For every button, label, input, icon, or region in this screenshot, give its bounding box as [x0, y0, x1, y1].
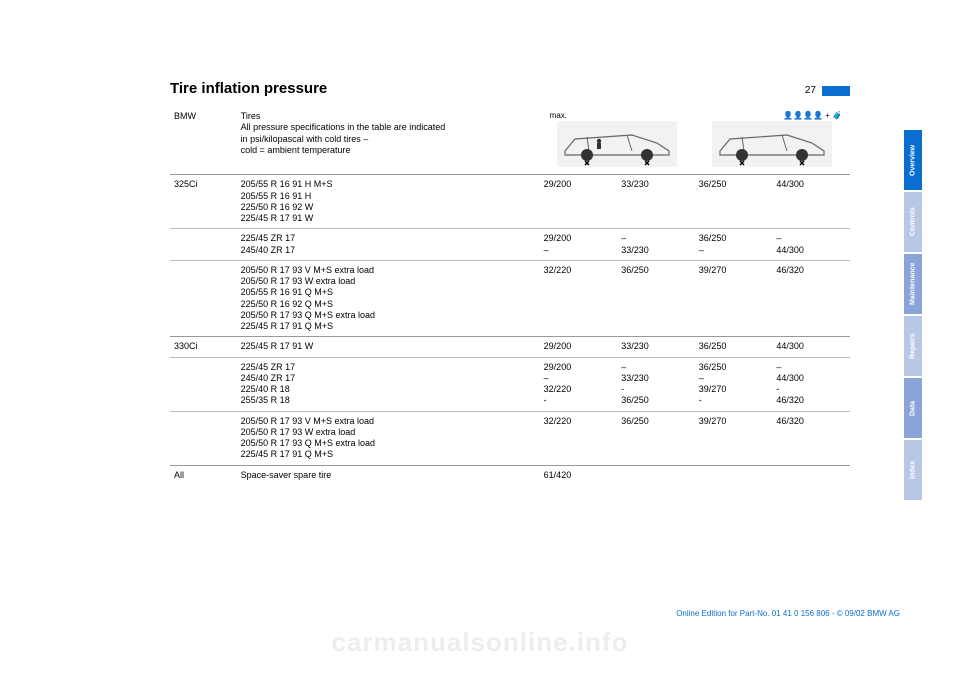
cell-model [170, 229, 237, 261]
page-title: Tire inflation pressure [170, 80, 327, 97]
car-front-icon [557, 121, 677, 167]
cell-v2 [617, 465, 695, 485]
cell-model: All [170, 465, 237, 485]
header-tires-line1: All pressure specifications in the table… [241, 122, 446, 132]
side-tab-controls[interactable]: Controls [904, 192, 922, 252]
side-tab-overview[interactable]: Overview [904, 130, 922, 190]
side-tab-maintenance[interactable]: Maintenance [904, 254, 922, 314]
cell-v4: 44/300 [772, 175, 850, 229]
watermark-text: carmanualsonline.info [0, 627, 960, 658]
table-row: 225/45 ZR 17245/40 ZR 17225/40 R 18255/3… [170, 357, 850, 411]
tire-pressure-table: BMW Tires All pressure specifications in… [170, 107, 850, 485]
table-row: 205/50 R 17 93 V M+S extra load205/50 R … [170, 411, 850, 465]
cell-v1: 61/420 [540, 465, 618, 485]
cell-tires: 225/45 ZR 17245/40 ZR 17 [237, 229, 540, 261]
cell-v4 [772, 465, 850, 485]
cell-v3: 39/270 [695, 260, 773, 337]
cell-v1: 29/200 [540, 337, 618, 357]
car-rear-icon [712, 121, 832, 167]
cell-model: 330Ci [170, 337, 237, 357]
cell-model [170, 260, 237, 337]
cell-v2: 33/230 [617, 175, 695, 229]
header-bmw: BMW [170, 107, 237, 175]
cell-v1: 29/200– [540, 229, 618, 261]
cell-v4: 46/320 [772, 411, 850, 465]
side-tab-index[interactable]: Index [904, 440, 922, 500]
cell-v4: –44/300 [772, 229, 850, 261]
page-accent-block [822, 86, 850, 96]
table-row: AllSpace-saver spare tire61/420 [170, 465, 850, 485]
header-tires-line2: in psi/kilopascal with cold tires – [241, 134, 369, 144]
header-tires: Tires All pressure specifications in the… [237, 107, 540, 175]
cell-v1: 32/220 [540, 260, 618, 337]
header-diagram-rear: 👤👤👤👤 + 🧳 [695, 107, 850, 175]
cell-v3: 36/250 [695, 175, 773, 229]
table-row: 205/50 R 17 93 V M+S extra load205/50 R … [170, 260, 850, 337]
side-tab-repairs[interactable]: Repairs [904, 316, 922, 376]
cell-v3: 39/270 [695, 411, 773, 465]
header-tires-line0: Tires [241, 111, 261, 121]
side-tabs: Overview Controls Maintenance Repairs Data In… [904, 130, 922, 502]
cell-model [170, 357, 237, 411]
cell-v3: 36/250– [695, 229, 773, 261]
cell-tires: 205/50 R 17 93 V M+S extra load205/50 R … [237, 411, 540, 465]
cell-v2: 33/230 [617, 337, 695, 357]
diagram-rear-icons: 👤👤👤👤 + 🧳 [699, 111, 846, 121]
cell-model: 325Ci [170, 175, 237, 229]
cell-v1: 29/200–32/220- [540, 357, 618, 411]
table-row: 330Ci225/45 R 17 91 W29/20033/23036/2504… [170, 337, 850, 357]
cell-v4: 44/300 [772, 337, 850, 357]
table-row: 225/45 ZR 17245/40 ZR 1729/200––33/23036… [170, 229, 850, 261]
cell-tires: Space-saver spare tire [237, 465, 540, 485]
cell-v2: 36/250 [617, 411, 695, 465]
title-row: Tire inflation pressure 27 [170, 80, 850, 97]
cell-tires: 205/55 R 16 91 H M+S205/55 R 16 91 H225/… [237, 175, 540, 229]
cell-model [170, 411, 237, 465]
cell-v1: 32/220 [540, 411, 618, 465]
page-content: Tire inflation pressure 27 BMW Tires All… [170, 80, 850, 485]
cell-tires: 225/45 R 17 91 W [237, 337, 540, 357]
table-row: 325Ci205/55 R 16 91 H M+S205/55 R 16 91 … [170, 175, 850, 229]
cell-v2: –33/230 [617, 229, 695, 261]
cell-v3: 36/250 [695, 337, 773, 357]
cell-v4: 46/320 [772, 260, 850, 337]
page-number-wrap: 27 [805, 85, 850, 96]
cell-v2: 36/250 [617, 260, 695, 337]
side-tab-data[interactable]: Data [904, 378, 922, 438]
page-number: 27 [805, 85, 816, 96]
cell-tires: 205/50 R 17 93 V M+S extra load205/50 R … [237, 260, 540, 337]
cell-v3: 36/250–39/270- [695, 357, 773, 411]
cell-tires: 225/45 ZR 17245/40 ZR 17225/40 R 18255/3… [237, 357, 540, 411]
header-diagram-front: max. [540, 107, 695, 175]
cell-v2: –33/230-36/250 [617, 357, 695, 411]
cell-v1: 29/200 [540, 175, 618, 229]
diagram-front-label: max. [544, 111, 691, 121]
footer-text: Online Edition for Part-No. 01 41 0 156 … [676, 609, 900, 618]
cell-v3 [695, 465, 773, 485]
table-header-row: BMW Tires All pressure specifications in… [170, 107, 850, 175]
cell-v4: –44/300-46/320 [772, 357, 850, 411]
header-tires-line3: cold = ambient temperature [241, 145, 351, 155]
